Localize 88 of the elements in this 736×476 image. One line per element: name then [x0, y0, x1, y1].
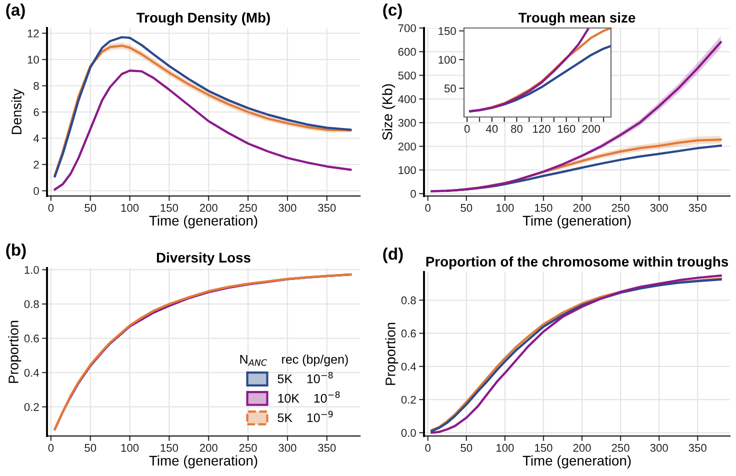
y-tick-label: 0.8 [401, 296, 416, 304]
x-tick-label: 300 [278, 444, 296, 452]
y-tick-label: 700 [398, 24, 416, 32]
x-tick-label: 350 [688, 444, 706, 452]
text: (c) [383, 4, 402, 20]
y-tick-label: 0 [410, 190, 416, 198]
y-tick-label: 6 [34, 108, 39, 116]
y-tick-label: 0.2 [401, 396, 416, 404]
y-tick-label: 2 [34, 160, 39, 169]
x-tick-label: 150 [160, 204, 178, 212]
x-tick-label: 250 [239, 444, 257, 452]
text: (a) [6, 4, 25, 20]
x-tick-label: 200 [200, 204, 218, 212]
legend-label: 10K 10$^{−8}$ [278, 391, 340, 403]
x-tick-label: 0 [48, 204, 54, 212]
y-axis-title: Density [11, 88, 24, 134]
x-tick-label: 100 [496, 444, 514, 452]
x-axis-title: Time (generation) [149, 455, 258, 468]
y-tick-label: 4 [33, 134, 40, 142]
line-series [469, 28, 590, 112]
y-tick-label: 200 [398, 142, 416, 150]
y-axis-title: Proportion [385, 322, 398, 385]
x-tick-label: 50 [84, 204, 96, 212]
y-tick-label: 100 [438, 56, 456, 64]
x-tick-label: 0 [425, 204, 431, 212]
x-tick-label: 100 [121, 444, 139, 452]
y-tick-label: 600 [398, 48, 416, 56]
x-tick-label: 150 [535, 204, 552, 212]
y-tick-label: 0 [34, 187, 39, 195]
y-tick-label: 400 [398, 95, 416, 104]
x-tick-label: 350 [688, 204, 706, 212]
y-tick-label: 300 [398, 118, 416, 127]
x-tick-label: 50 [460, 444, 472, 452]
y-tick-label: 150 [438, 27, 456, 36]
y-tick-label: 0.6 [24, 334, 39, 342]
x-tick-label: 150 [535, 444, 552, 452]
x-tick-label: 160 [558, 124, 576, 133]
y-tick-label: 100 [398, 166, 416, 174]
y-tick-label: 8 [34, 82, 39, 90]
x-tick-label: 250 [239, 204, 257, 212]
x-tick-label: 300 [278, 204, 296, 212]
x-tick-label: 350 [318, 204, 336, 212]
y-tick-label: 0.6 [401, 330, 416, 338]
chart-title: Trough mean size [518, 12, 636, 26]
y-tick-label: 1.0 [24, 266, 39, 274]
y-tick-label: 12 [28, 30, 39, 38]
x-tick-label: 200 [573, 204, 591, 212]
text: N$_{ANC}$ rec (bp/gen) [240, 354, 348, 366]
x-tick-label: 250 [612, 444, 630, 452]
x-tick-label: 0 [48, 444, 54, 452]
x-tick-label: 200 [200, 444, 218, 452]
y-tick-label: 500 [398, 72, 416, 80]
x-axis-title: Time (generation) [149, 215, 258, 228]
y-axis-title: Proportion [8, 320, 22, 383]
chart-title: Diversity Loss [156, 252, 250, 266]
x-tick-label: 0 [425, 444, 431, 452]
y-axis-title: Size (Kb) [382, 84, 396, 140]
y-tick-label: 0.0 [401, 428, 416, 437]
x-axis-title: Time (generation) [522, 455, 631, 468]
x-axis-title: Time (generation) [522, 215, 631, 228]
x-tick-label: 80 [511, 124, 522, 133]
chart-title: Trough Density (Mb) [136, 12, 270, 26]
x-tick-label: 100 [496, 204, 514, 212]
x-tick-label: 250 [612, 204, 630, 212]
y-tick-label: 50 [444, 84, 456, 92]
y-tick-label: 0.2 [24, 403, 39, 411]
x-tick-label: 0 [464, 124, 470, 133]
x-tick-label: 120 [533, 124, 550, 133]
text: (b) [6, 244, 26, 260]
y-tick-label: 0.8 [24, 300, 39, 308]
x-tick-label: 50 [84, 444, 96, 452]
legend-label: 5K 10$^{−9}$ [278, 410, 333, 422]
x-tick-label: 50 [460, 204, 472, 212]
chart-title: Proportion of the chromosome within troughs [426, 256, 728, 270]
x-tick-label: 100 [121, 204, 139, 212]
legend-label: 5K 10$^{−8}$ [278, 372, 333, 384]
x-tick-label: 300 [650, 444, 668, 452]
x-tick-label: 150 [160, 444, 178, 452]
x-tick-label: 300 [650, 204, 668, 212]
x-tick-label: 200 [582, 124, 600, 133]
x-tick-label: 40 [486, 124, 498, 133]
text: (d) [383, 248, 403, 264]
y-tick-label: 0.4 [401, 362, 416, 371]
line-series [54, 70, 352, 191]
x-tick-label: 350 [318, 444, 336, 452]
y-tick-label: 0.4 [24, 368, 40, 377]
y-tick-label: 10 [28, 56, 39, 64]
x-tick-label: 200 [573, 444, 591, 452]
